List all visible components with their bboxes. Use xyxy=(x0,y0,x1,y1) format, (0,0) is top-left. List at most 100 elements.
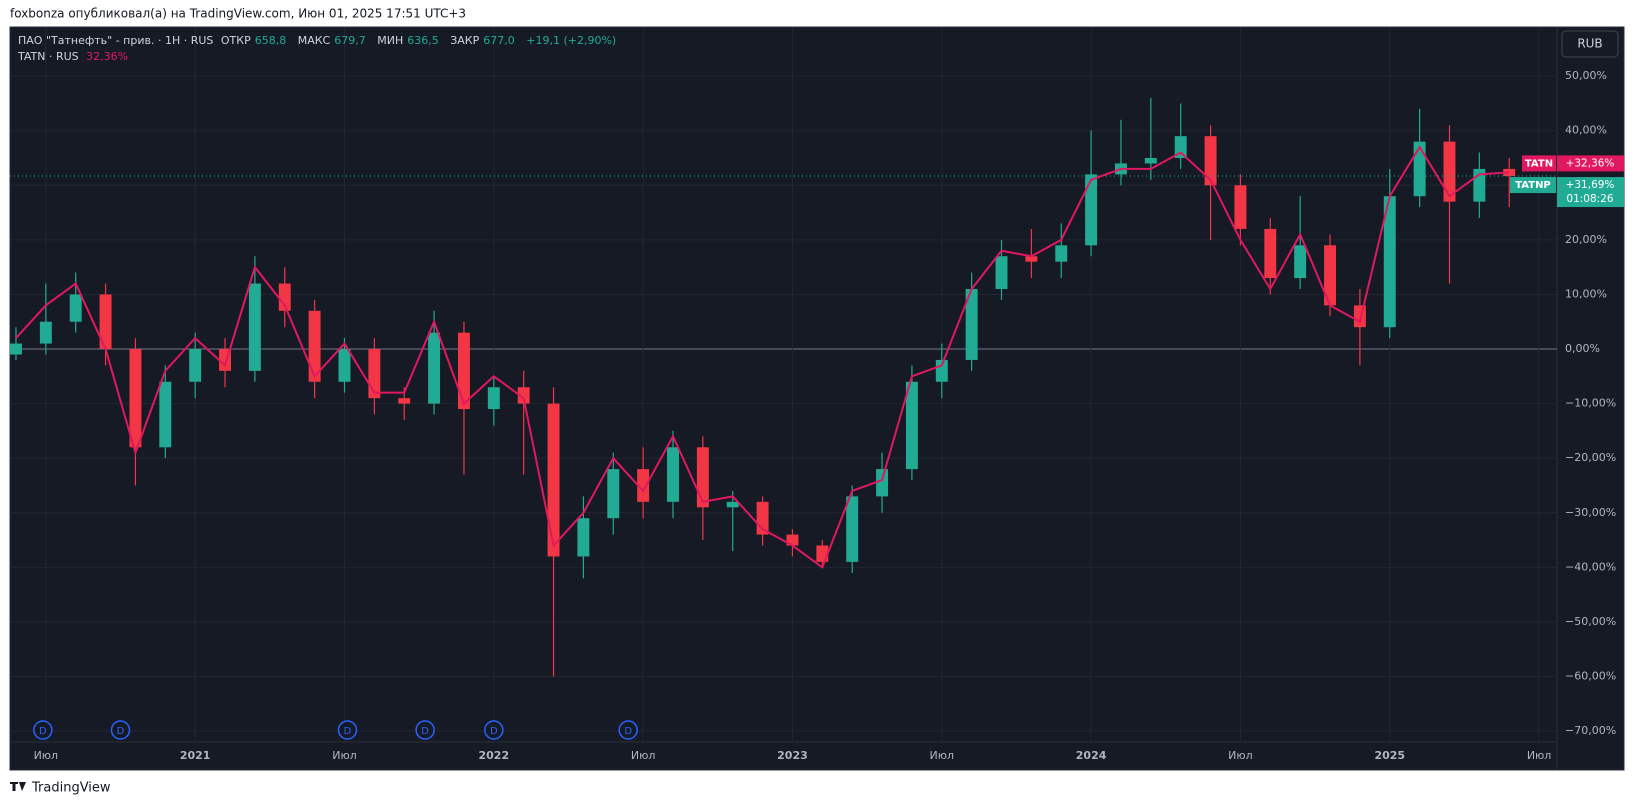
countdown: 01:08:26 xyxy=(1566,193,1613,205)
candle-body xyxy=(1234,185,1247,229)
y-tick-label: −60,00% xyxy=(1565,670,1616,683)
price-tag-value: +32,36% xyxy=(1566,157,1615,169)
candle-body xyxy=(1085,174,1098,246)
candle-body xyxy=(398,398,411,404)
candle-body xyxy=(577,518,590,557)
candle-body xyxy=(189,349,202,382)
candle-body xyxy=(159,381,172,448)
candle-body xyxy=(905,381,918,470)
price-tag-name: TATN xyxy=(1525,158,1553,169)
candle-body xyxy=(517,387,530,404)
dividend-label: D xyxy=(624,726,632,737)
legend-label: МАКС xyxy=(297,34,331,47)
candle-body xyxy=(1443,141,1456,202)
legend-value: 677,0 xyxy=(483,34,515,47)
candle-body xyxy=(457,332,470,410)
legend-main: ПАО "Татнефть" - прив. · 1Н · RUS ОТКР 65… xyxy=(18,34,624,47)
candle-body xyxy=(248,283,261,371)
candle-body xyxy=(547,403,560,557)
candle-body xyxy=(846,496,859,562)
dividend-marker xyxy=(415,720,435,740)
x-tick-label: Июл xyxy=(332,749,357,762)
legend-label: МИН xyxy=(377,34,404,47)
candle-body xyxy=(607,469,620,519)
y-tick-label: −20,00% xyxy=(1565,451,1616,464)
candle-body xyxy=(1353,305,1366,328)
dividend-marker xyxy=(337,720,358,740)
dividend-label: D xyxy=(39,726,47,737)
legend-value: 636,5 xyxy=(407,34,439,47)
x-tick-label: Июл xyxy=(34,749,59,762)
candle-body xyxy=(1383,196,1396,328)
candle-body xyxy=(368,349,381,399)
candle-body xyxy=(487,387,500,410)
candle-body xyxy=(876,469,889,497)
y-tick-label: 0,00% xyxy=(1565,342,1600,355)
candle-body xyxy=(667,447,679,502)
y-tick-label: −10,00% xyxy=(1565,397,1616,410)
legend-label: ЗАКР xyxy=(450,34,480,47)
y-tick-label: 50,00% xyxy=(1565,69,1607,82)
brand-logo xyxy=(10,782,26,791)
candle-body xyxy=(338,349,351,382)
x-tick-label: Июл xyxy=(631,749,656,762)
x-tick-label: 2021 xyxy=(180,749,211,762)
candle-body xyxy=(1174,136,1187,158)
legend-title: ПАО "Татнефть" - прив. · 1Н · RUS xyxy=(18,34,214,47)
dividend-label: D xyxy=(117,726,125,737)
legend-change: +19,1 (+2,90%) xyxy=(526,34,617,47)
candle-body xyxy=(1294,245,1307,279)
dividend-label: D xyxy=(421,726,429,737)
header: foxbonza опубликовал(а) на TradingView.c… xyxy=(10,7,466,21)
candle-body xyxy=(1025,256,1038,262)
candle-body xyxy=(995,256,1008,289)
currency[interactable]: RUB xyxy=(1577,37,1602,51)
x-tick-label: 2023 xyxy=(777,749,808,762)
candle-body xyxy=(1204,136,1217,186)
dividend-label: D xyxy=(490,726,498,737)
candle-body xyxy=(965,288,978,360)
candle-body xyxy=(219,349,231,371)
brand: TradingView xyxy=(31,781,111,796)
candle-body xyxy=(308,310,321,382)
y-tick-label: −70,00% xyxy=(1565,724,1616,737)
candle-body xyxy=(428,332,441,404)
dividend-marker xyxy=(110,720,131,740)
chart-frame xyxy=(9,26,1625,771)
candle-body xyxy=(786,534,799,546)
price-tag-bg xyxy=(1557,155,1624,172)
candle-body xyxy=(1413,141,1426,197)
price-tag-bg xyxy=(1557,177,1624,208)
candle-body xyxy=(1324,245,1336,306)
x-tick-label: 2022 xyxy=(478,749,509,762)
price-tag-name-bg xyxy=(1510,177,1556,194)
candle-body xyxy=(935,359,948,382)
legend-series-value: 32,36% xyxy=(86,50,129,63)
y-tick-label: −40,00% xyxy=(1565,560,1616,573)
price-tag-name: TATNP xyxy=(1515,180,1551,191)
legend-value: 679,7 xyxy=(334,34,366,47)
candle-body xyxy=(696,447,709,508)
y-tick-label: 20,00% xyxy=(1565,233,1607,246)
dividend-label: D xyxy=(344,726,352,737)
price-tag-name-bg xyxy=(1522,155,1556,172)
candle-body xyxy=(816,545,829,562)
legend-compare: TATN · RUS 32,36% xyxy=(18,50,132,63)
candle-body xyxy=(39,321,52,344)
legend-label: ОТКР xyxy=(220,34,251,47)
y-tick-label: 40,00% xyxy=(1565,124,1607,137)
candle-body xyxy=(99,294,112,350)
candle-body xyxy=(1264,228,1277,279)
candle-body xyxy=(1144,157,1157,164)
candle-body xyxy=(129,349,142,448)
currency-button[interactable] xyxy=(1561,30,1619,58)
candle-body xyxy=(726,501,739,508)
candle-body xyxy=(10,343,22,355)
candle-body xyxy=(69,294,82,322)
y-tick-label: 10,00% xyxy=(1565,287,1607,300)
y-tick-label: −50,00% xyxy=(1565,615,1616,628)
price-tag-value: +31,69% xyxy=(1566,179,1615,191)
legend-value: 658,8 xyxy=(254,34,287,47)
candle-body xyxy=(1055,245,1068,262)
